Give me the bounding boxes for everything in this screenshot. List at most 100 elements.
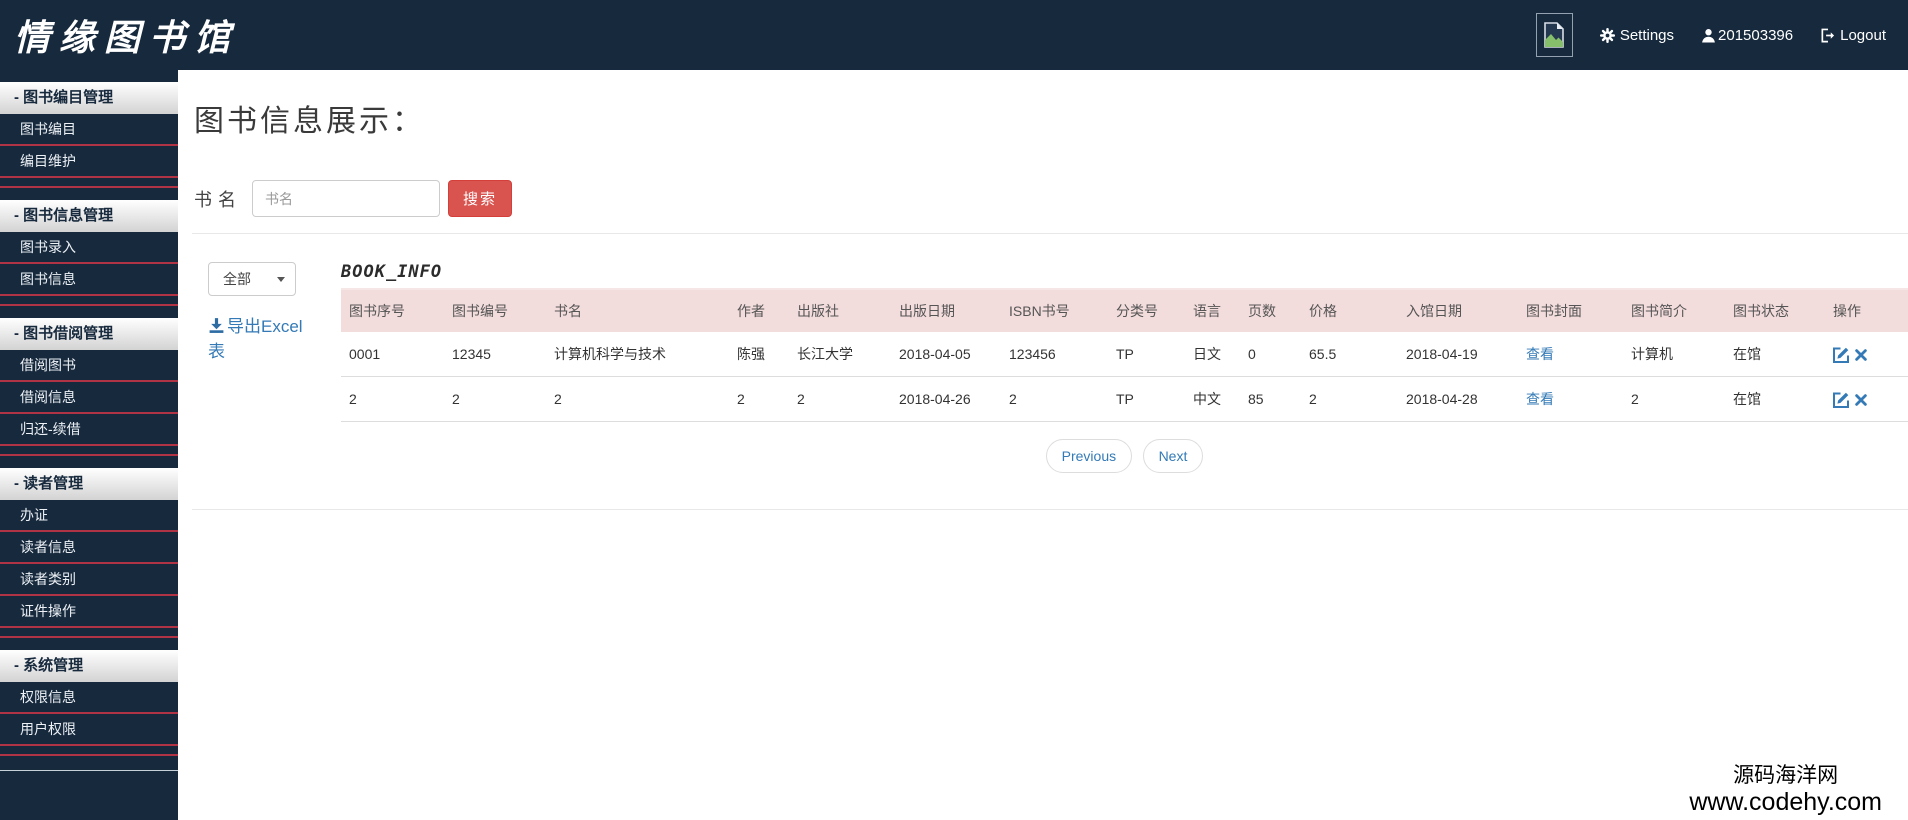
watermark-site-name: 源码海洋网 <box>1733 764 1839 788</box>
settings-button[interactable]: Settings <box>1599 26 1675 44</box>
table-row: 2 2 2 2 2 2018-04-26 2 TP 中文 85 2 2018-04-28 查看 2 在馆 <box>341 376 1908 422</box>
sidebar-item[interactable]: 归还-续借 <box>0 414 178 446</box>
sidebar-item[interactable]: 借阅信息 <box>0 382 178 414</box>
table-controls: 全部 导出Excel表 <box>208 262 330 473</box>
table-cell: 长江大学 <box>789 332 891 377</box>
sidebar-section-header[interactable]: - 读者管理 <box>0 468 178 500</box>
sidebar-section-divider <box>0 628 178 638</box>
logout-icon <box>1820 28 1835 43</box>
table-row: 0001 12345 计算机科学与技术 陈强 长江大学 2018-04-05 123456 T… <box>341 332 1908 377</box>
table-cell: 2018-04-28 <box>1398 376 1518 422</box>
logout-label: Logout <box>1840 26 1886 44</box>
column-header: 图书状态 <box>1725 288 1825 332</box>
sidebar-item[interactable]: 办证 <box>0 500 178 532</box>
category-select[interactable]: 全部 <box>208 262 296 296</box>
sidebar-section-header[interactable]: - 图书编目管理 <box>0 82 178 114</box>
column-header: 图书简介 <box>1623 288 1725 332</box>
sidebar-item[interactable]: 证件操作 <box>0 596 178 628</box>
book-table-body: 0001 12345 计算机科学与技术 陈强 长江大学 2018-04-05 123456 T… <box>341 332 1908 422</box>
gear-icon <box>1599 27 1615 43</box>
user-button[interactable]: 201503396 <box>1701 27 1793 44</box>
table-cell: 在馆 <box>1725 376 1825 422</box>
sidebar-item[interactable]: 用户权限 <box>0 714 178 746</box>
next-page-button[interactable]: Next <box>1142 439 1204 473</box>
logout-button[interactable]: Logout <box>1820 27 1886 44</box>
divider-bottom <box>192 509 1908 510</box>
table-cell: 在馆 <box>1725 332 1825 377</box>
column-header: 书名 <box>546 288 729 332</box>
book-table-header-row: 图书序号 图书编号 书名 作者 出版社 出版日期 ISBN书号 分类号 语言 页数 价格 入馆日期 图书… <box>341 288 1908 332</box>
column-header: 图书封面 <box>1518 288 1623 332</box>
table-cell: 查看 <box>1518 376 1623 422</box>
chevron-down-icon <box>277 276 285 282</box>
table-cell: 查看 <box>1518 332 1623 377</box>
table-cell: 0001 <box>341 332 444 377</box>
sidebar-item[interactable]: 读者信息 <box>0 532 178 564</box>
column-header: 出版日期 <box>891 288 1001 332</box>
column-header: 价格 <box>1301 288 1398 332</box>
column-header: 图书编号 <box>444 288 546 332</box>
sidebar-bottom-divider <box>0 770 178 771</box>
settings-label: Settings <box>1619 26 1675 44</box>
book-name-input[interactable] <box>252 180 440 217</box>
table-area: BOOK_INFO 图书序号 图书编号 书名 作者 出版社 出版日期 ISBN书号 分类号 语言… <box>341 262 1908 473</box>
top-navbar: 情缘图书馆 <box>0 0 1908 70</box>
sidebar-item[interactable]: 图书录入 <box>0 232 178 264</box>
column-header: 图书序号 <box>341 288 444 332</box>
view-cover-link[interactable]: 查看 <box>1526 391 1554 407</box>
sidebar-section-header[interactable]: - 图书信息管理 <box>0 200 178 232</box>
sidebar-item[interactable]: 图书信息 <box>0 264 178 296</box>
sidebar-section-header[interactable]: - 系统管理 <box>0 650 178 682</box>
table-cell: 日文 <box>1185 332 1240 377</box>
main-content: 图书信息展示： 书名 搜索 全部 导出Excel表 BOOK_INFO <box>178 70 1908 820</box>
export-excel-link[interactable]: 导出Excel表 <box>208 314 318 364</box>
sidebar-section-divider <box>0 296 178 306</box>
column-header: 语言 <box>1185 288 1240 332</box>
username: 201503396 <box>1718 26 1794 44</box>
previous-page-button[interactable]: Previous <box>1045 439 1133 473</box>
sidebar-item[interactable]: 权限信息 <box>0 682 178 714</box>
sidebar-section-divider <box>0 178 178 188</box>
divider-top <box>192 233 1908 234</box>
view-cover-link[interactable]: 查看 <box>1526 346 1554 362</box>
sidebar-section-header[interactable]: - 图书借阅管理 <box>0 318 178 350</box>
actions-cell <box>1825 376 1908 422</box>
table-cell: 0 <box>1240 332 1301 377</box>
sidebar-item[interactable]: 借阅图书 <box>0 350 178 382</box>
sidebar-item[interactable]: 图书编目 <box>0 114 178 146</box>
broken-image-icon[interactable] <box>1535 13 1573 57</box>
site-logo[interactable]: 情缘图书馆 <box>14 17 240 59</box>
user-icon <box>1701 28 1716 43</box>
sidebar: - 图书编目管理 图书编目 编目维护 - 图书信息管理 图书录入 图书信息 - 图书借阅管理… <box>0 70 178 820</box>
table-cell: 2 <box>1001 376 1108 422</box>
column-header: 入馆日期 <box>1398 288 1518 332</box>
search-button[interactable]: 搜索 <box>448 180 513 217</box>
table-cell: TP <box>1108 332 1185 377</box>
search-bar: 书名 搜索 <box>194 180 1908 217</box>
table-cell: 2 <box>546 376 729 422</box>
table-cell: 85 <box>1240 376 1301 422</box>
sidebar-item[interactable]: 编目维护 <box>0 146 178 178</box>
table-cell: 12345 <box>444 332 546 377</box>
table-cell: 2 <box>789 376 891 422</box>
edit-icon[interactable] <box>1833 345 1849 363</box>
column-header: ISBN书号 <box>1001 288 1108 332</box>
delete-icon[interactable] <box>1854 390 1868 406</box>
column-header: 操作 <box>1825 288 1908 332</box>
column-header: 出版社 <box>789 288 891 332</box>
edit-icon[interactable] <box>1833 390 1849 408</box>
table-cell: 2018-04-26 <box>891 376 1001 422</box>
table-cell: 中文 <box>1185 376 1240 422</box>
delete-icon[interactable] <box>1854 345 1868 361</box>
column-header: 分类号 <box>1108 288 1185 332</box>
sidebar-sections: - 图书编目管理 图书编目 编目维护 - 图书信息管理 图书录入 图书信息 - 图书借阅管理… <box>0 82 178 756</box>
pagination: Previous Next <box>341 439 1908 473</box>
table-cell: 65.5 <box>1301 332 1398 377</box>
table-cell: 2 <box>1623 376 1725 422</box>
sidebar-item[interactable]: 读者类别 <box>0 564 178 596</box>
table-cell: 陈强 <box>729 332 789 377</box>
table-cell: 2 <box>341 376 444 422</box>
category-select-value: 全部 <box>223 271 251 287</box>
export-excel-label: 导出Excel表 <box>208 317 303 361</box>
download-icon <box>208 317 225 336</box>
